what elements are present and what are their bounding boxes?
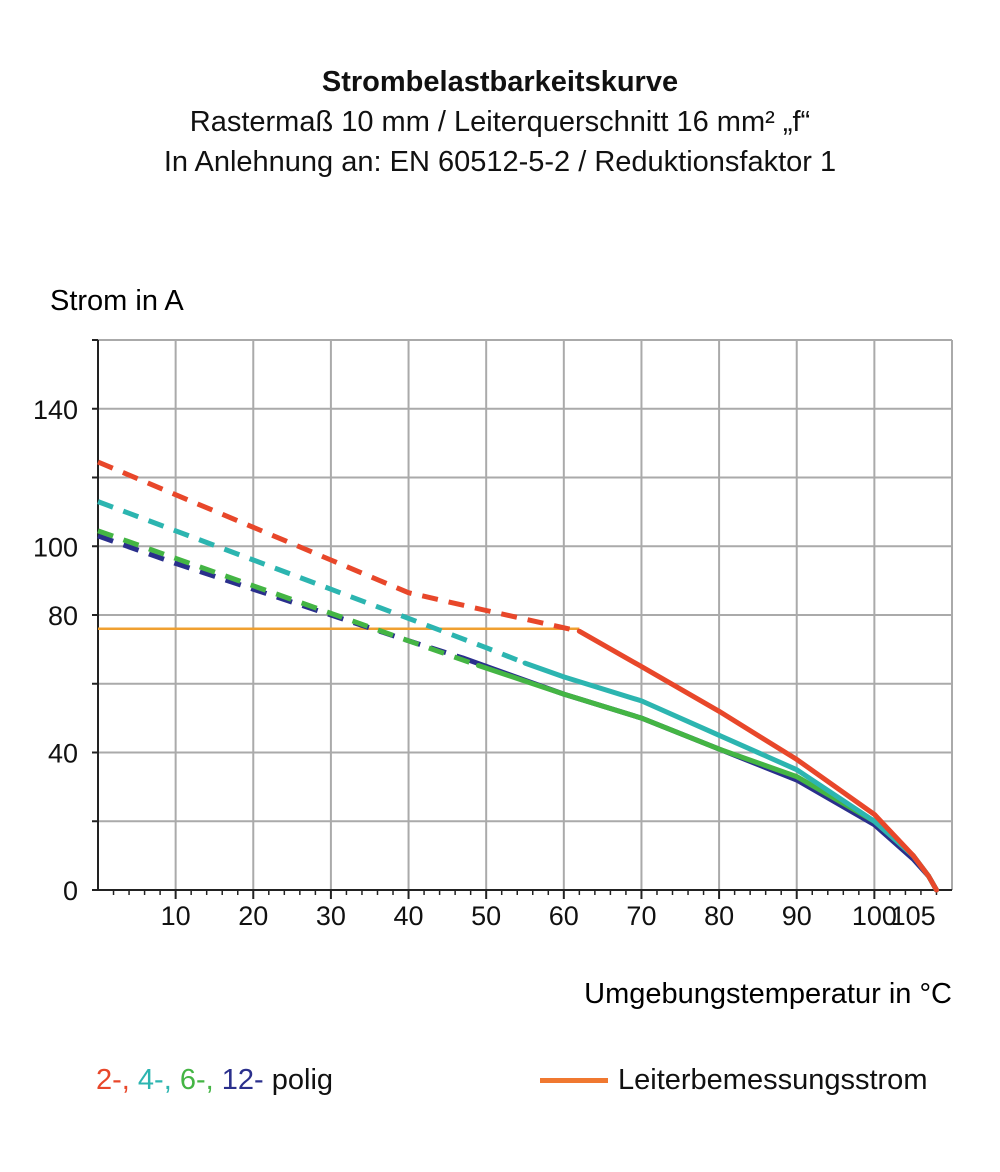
x-tick-label: 80	[704, 901, 734, 931]
title-block: Strombelastbarkeitskurve Rastermaß 10 mm…	[0, 62, 1000, 182]
x-tick-label: 30	[316, 901, 346, 931]
legend-item-6: 6-	[179, 1064, 206, 1096]
x-tick-label: 70	[626, 901, 656, 931]
x-tick-label: 50	[471, 901, 501, 931]
legend-sep: ,	[163, 1064, 180, 1096]
x-tick-label: 10	[161, 901, 191, 931]
axes	[92, 339, 952, 899]
y-tick-label: 140	[33, 395, 78, 425]
y-axis-label: Strom in A	[50, 285, 184, 317]
series-6-solid	[475, 663, 939, 893]
chart-subtitle-1: Rastermaß 10 mm / Leiterquerschnitt 16 m…	[189, 106, 811, 138]
y-tick-label: 0	[63, 876, 78, 906]
legend-rated-current: Leiterbemessungsstrom	[540, 1064, 927, 1097]
x-tick-label: 105	[891, 901, 936, 931]
legend-item-12: 12-	[221, 1064, 264, 1096]
series-2-solid	[576, 628, 939, 893]
y-tick-label: 40	[48, 739, 78, 769]
chart-title: Strombelastbarkeitskurve	[321, 66, 679, 98]
legend-rated-swatch	[540, 1078, 608, 1083]
y-tick-label: 80	[48, 601, 78, 631]
y-tick-label: 100	[33, 532, 78, 562]
x-tick-label: 100	[852, 901, 897, 931]
series-6-dashed	[97, 528, 480, 668]
legend-rated-label: Leiterbemessungsstrom	[618, 1064, 928, 1096]
x-tick-label: 90	[782, 901, 812, 931]
legend-sep: ,	[121, 1064, 138, 1096]
series-2-dashed	[97, 459, 580, 634]
legend-item-2: 2-	[96, 1064, 122, 1096]
legend-series: 2-, 4-, 6-, 12- polig	[96, 1064, 333, 1097]
series-4-dashed	[97, 499, 526, 666]
series-12-solid	[460, 655, 939, 893]
legend-item-4: 4-	[137, 1064, 164, 1096]
x-tick-label: 60	[549, 901, 579, 931]
legend-suffix: polig	[271, 1064, 334, 1096]
x-tick-label: 20	[238, 901, 268, 931]
chart-subtitle-2: In Anlehnung an: EN 60512-5-2 / Reduktio…	[163, 146, 837, 178]
series-group	[97, 459, 939, 893]
legend-sep: ,	[205, 1064, 222, 1096]
x-tick-label: 40	[394, 901, 424, 931]
grid	[98, 339, 953, 890]
x-axis-label: Umgebungstemperatur in °C	[584, 978, 952, 1010]
